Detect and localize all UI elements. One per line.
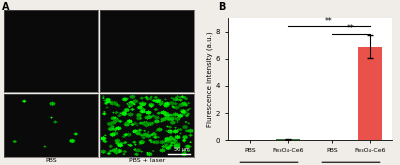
- Text: PBS + laser: PBS + laser: [129, 158, 165, 163]
- Bar: [358, 47, 382, 140]
- Text: A: A: [2, 2, 10, 12]
- Y-axis label: Flurescence intensity (a.u.): Flurescence intensity (a.u.): [206, 31, 213, 127]
- Bar: [276, 139, 300, 140]
- Text: 50 μm: 50 μm: [174, 147, 190, 152]
- Text: **: **: [325, 17, 332, 26]
- Text: PBS: PBS: [45, 158, 57, 163]
- Text: B: B: [218, 2, 225, 12]
- Text: **: **: [347, 24, 355, 33]
